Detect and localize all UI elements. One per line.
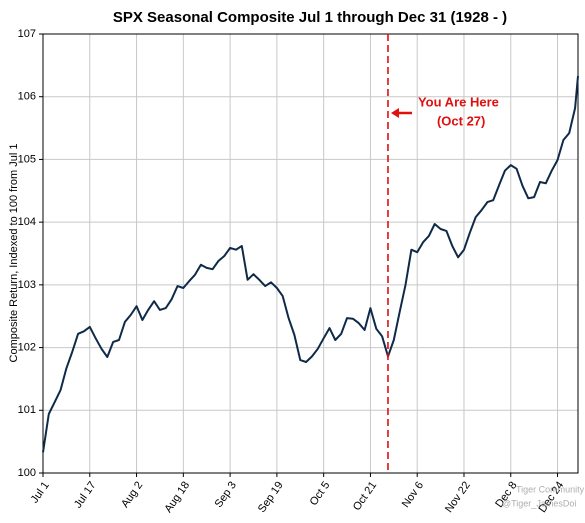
y-tick-label: 107: [18, 28, 36, 40]
annotation-text: You Are Here: [418, 94, 499, 109]
watermark: Tiger Community: [516, 484, 585, 494]
x-tick-label: Aug 2: [119, 480, 145, 510]
y-tick-label: 103: [18, 279, 36, 291]
x-tick-label: Nov 22: [443, 480, 473, 515]
x-tick-label: Jul 17: [72, 480, 99, 511]
y-tick-label: 102: [18, 341, 36, 353]
y-tick-label: 100: [18, 467, 36, 479]
series-line: [42, 75, 579, 453]
y-tick-label: 105: [18, 153, 36, 165]
y-tick-label: 106: [18, 91, 36, 103]
x-tick-label: Oct 5: [308, 480, 333, 508]
annotation-arrowhead: [390, 108, 399, 118]
watermark: @Tiger_JamesDoi: [502, 498, 576, 508]
x-tick-label: Oct 21: [351, 480, 379, 513]
chart-title: SPX Seasonal Composite Jul 1 through Dec…: [113, 9, 507, 26]
annotation-subtext: (Oct 27): [437, 113, 485, 128]
x-tick-label: Sep 19: [256, 480, 286, 515]
y-tick-label: 104: [18, 216, 36, 228]
x-tick-label: Jul 1: [29, 480, 52, 506]
x-tick-label: Aug 18: [162, 480, 192, 515]
y-axis-label: Composite Return, Indexed to 100 from Ju…: [8, 144, 20, 363]
x-tick-label: Nov 6: [400, 480, 426, 510]
y-tick-label: 101: [18, 404, 36, 416]
plot-frame: [42, 33, 579, 474]
x-tick-label: Sep 3: [213, 480, 239, 510]
